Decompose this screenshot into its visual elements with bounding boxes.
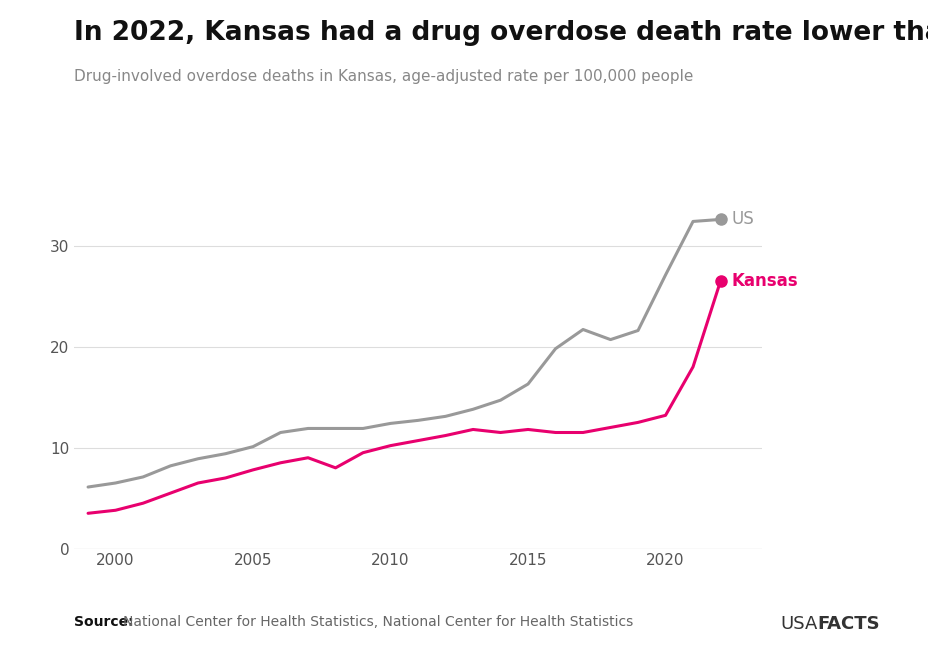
Text: In 2022, Kansas had a drug overdose death rate lower than the US rate.: In 2022, Kansas had a drug overdose deat… xyxy=(74,20,928,46)
Text: Source:: Source: xyxy=(74,615,138,629)
Text: National Center for Health Statistics, National Center for Health Statistics: National Center for Health Statistics, N… xyxy=(122,615,632,629)
Text: USA: USA xyxy=(780,615,817,633)
Text: FACTS: FACTS xyxy=(817,615,879,633)
Text: US: US xyxy=(731,210,754,229)
Text: Drug-involved overdose deaths in Kansas, age-adjusted rate per 100,000 people: Drug-involved overdose deaths in Kansas,… xyxy=(74,69,693,85)
Text: Kansas: Kansas xyxy=(731,272,797,290)
